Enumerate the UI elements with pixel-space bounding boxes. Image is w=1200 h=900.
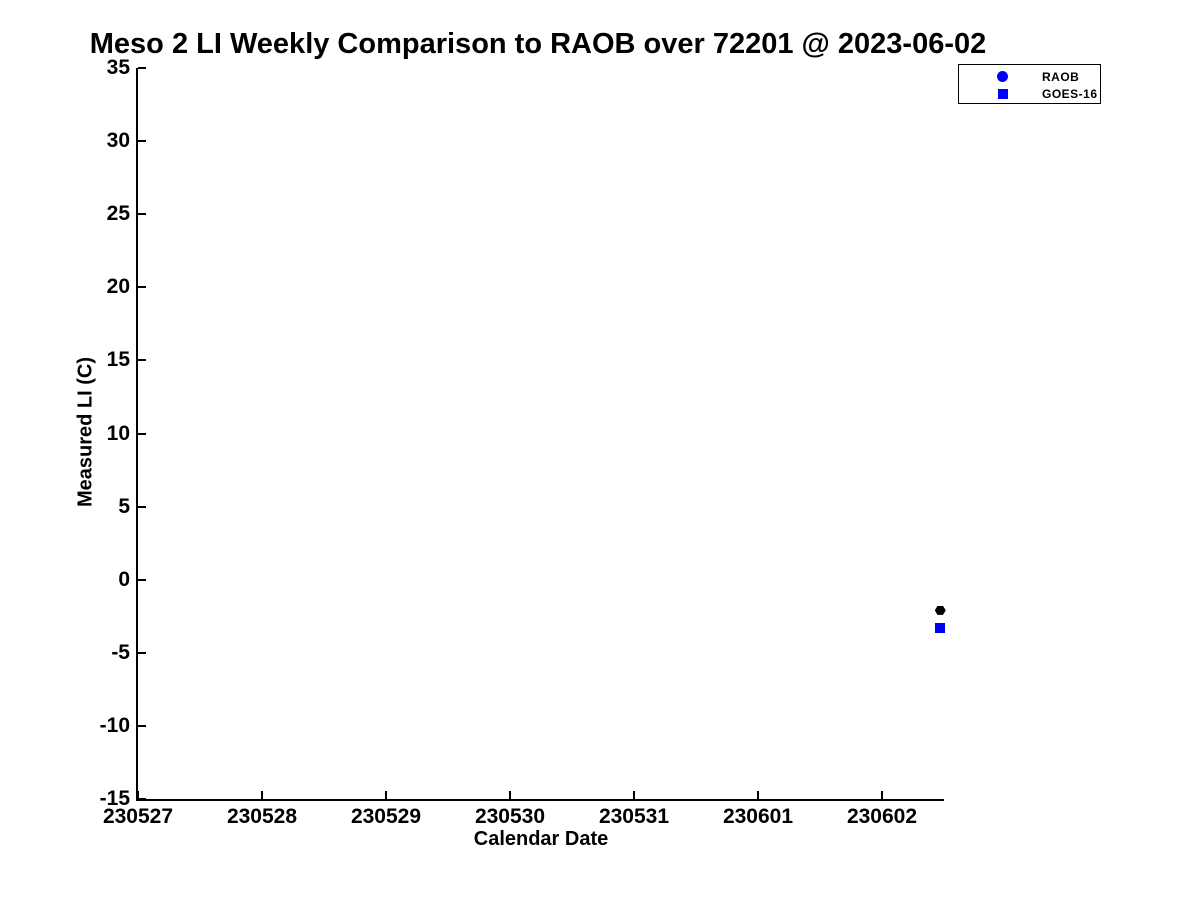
y-tick-label: 30 bbox=[106, 129, 130, 153]
legend-goes-16-marker-icon bbox=[998, 88, 1008, 99]
y-tick-label: -10 bbox=[99, 713, 130, 737]
y-tick-mark bbox=[138, 140, 146, 143]
y-tick-mark bbox=[138, 798, 146, 800]
y-tick-mark bbox=[138, 286, 146, 289]
x-tick-mark bbox=[509, 791, 511, 799]
y-tick-mark bbox=[138, 432, 146, 435]
legend-entry: RAOB bbox=[959, 68, 1100, 85]
x-tick-label: 230528 bbox=[226, 805, 298, 828]
y-tick-label: 5 bbox=[118, 494, 130, 518]
x-tick-mark bbox=[633, 791, 635, 799]
legend-entry-label: RAOB bbox=[1042, 69, 1080, 84]
x-tick-label: 230602 bbox=[846, 805, 918, 828]
x-tick-label: 230531 bbox=[598, 805, 670, 828]
y-tick-mark bbox=[138, 578, 146, 581]
y-tick-mark bbox=[138, 505, 146, 508]
x-tick-mark bbox=[757, 791, 759, 799]
chart-title: Meso 2 LI Weekly Comparison to RAOB over… bbox=[89, 28, 987, 60]
legend-rows: RAOB GOES-16 bbox=[959, 68, 1100, 102]
data-point-goes-16 bbox=[935, 622, 946, 633]
x-tick-mark bbox=[261, 791, 263, 799]
x-tick-label: 230529 bbox=[350, 805, 422, 828]
x-tick-label: 230527 bbox=[102, 805, 174, 828]
y-tick-label: 15 bbox=[106, 348, 130, 372]
x-tick-label: 230530 bbox=[474, 805, 546, 828]
x-tick-mark bbox=[385, 791, 387, 799]
legend-marker-cell bbox=[959, 71, 1008, 82]
legend-entry: GOES-16 bbox=[959, 85, 1100, 102]
x-axis-label: Calendar Date bbox=[473, 828, 609, 850]
plot-area bbox=[136, 68, 944, 801]
y-tick-label: 10 bbox=[106, 421, 130, 445]
y-tick-label: -15 bbox=[99, 787, 130, 810]
y-tick-label: 25 bbox=[106, 202, 130, 226]
legend-entry-label: GOES-16 bbox=[1042, 86, 1098, 101]
legend-marker-cell bbox=[959, 88, 1008, 99]
y-tick-mark bbox=[138, 359, 146, 362]
legend: RAOB GOES-16 bbox=[958, 64, 1101, 104]
y-tick-mark bbox=[138, 651, 146, 654]
y-tick-label: 35 bbox=[106, 56, 130, 79]
y-tick-label: 20 bbox=[106, 275, 130, 299]
x-tick-mark bbox=[137, 791, 139, 799]
y-tick-mark bbox=[138, 67, 146, 69]
y-tick-label: 0 bbox=[118, 567, 130, 591]
y-axis-label: Measured LI (C) bbox=[74, 356, 97, 508]
legend-raob-marker-icon bbox=[997, 71, 1008, 82]
x-tick-mark bbox=[881, 791, 883, 799]
y-tick-mark bbox=[138, 213, 146, 216]
x-tick-label: 230601 bbox=[722, 805, 794, 828]
y-tick-label: -5 bbox=[111, 640, 130, 664]
y-tick-mark bbox=[138, 724, 146, 727]
data-point-raob bbox=[934, 605, 946, 615]
